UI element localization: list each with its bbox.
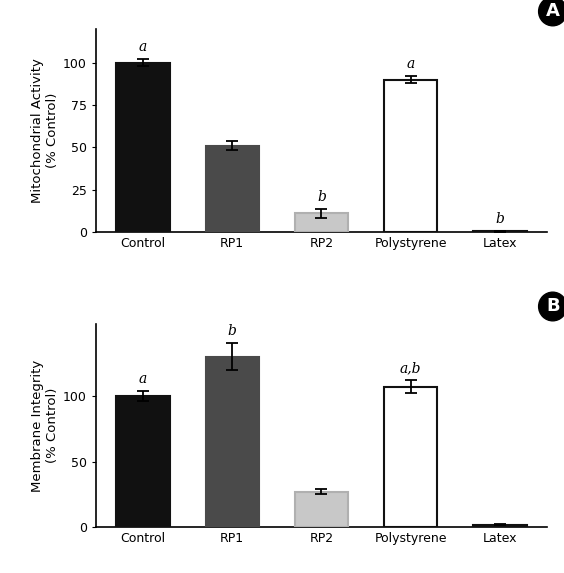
Bar [116, 396, 170, 527]
Text: b: b [228, 324, 237, 338]
Y-axis label: Mitochondrial Activity
(% Control): Mitochondrial Activity (% Control) [31, 58, 59, 203]
Text: a: a [139, 371, 147, 386]
Text: A: A [546, 2, 559, 21]
Text: a: a [139, 40, 147, 54]
Text: b: b [495, 212, 504, 226]
Text: a,b: a,b [400, 361, 421, 375]
Bar [116, 62, 170, 232]
Bar [295, 492, 348, 527]
Bar [384, 80, 438, 232]
Text: b: b [317, 190, 326, 204]
Y-axis label: Membrane Integrity
(% Control): Membrane Integrity (% Control) [31, 359, 59, 492]
Bar [295, 214, 348, 232]
Bar [473, 524, 527, 527]
Bar [205, 356, 259, 527]
Bar [473, 231, 527, 232]
Bar [384, 387, 438, 527]
Bar [205, 146, 259, 232]
Text: a: a [407, 57, 415, 71]
Text: B: B [546, 297, 559, 316]
